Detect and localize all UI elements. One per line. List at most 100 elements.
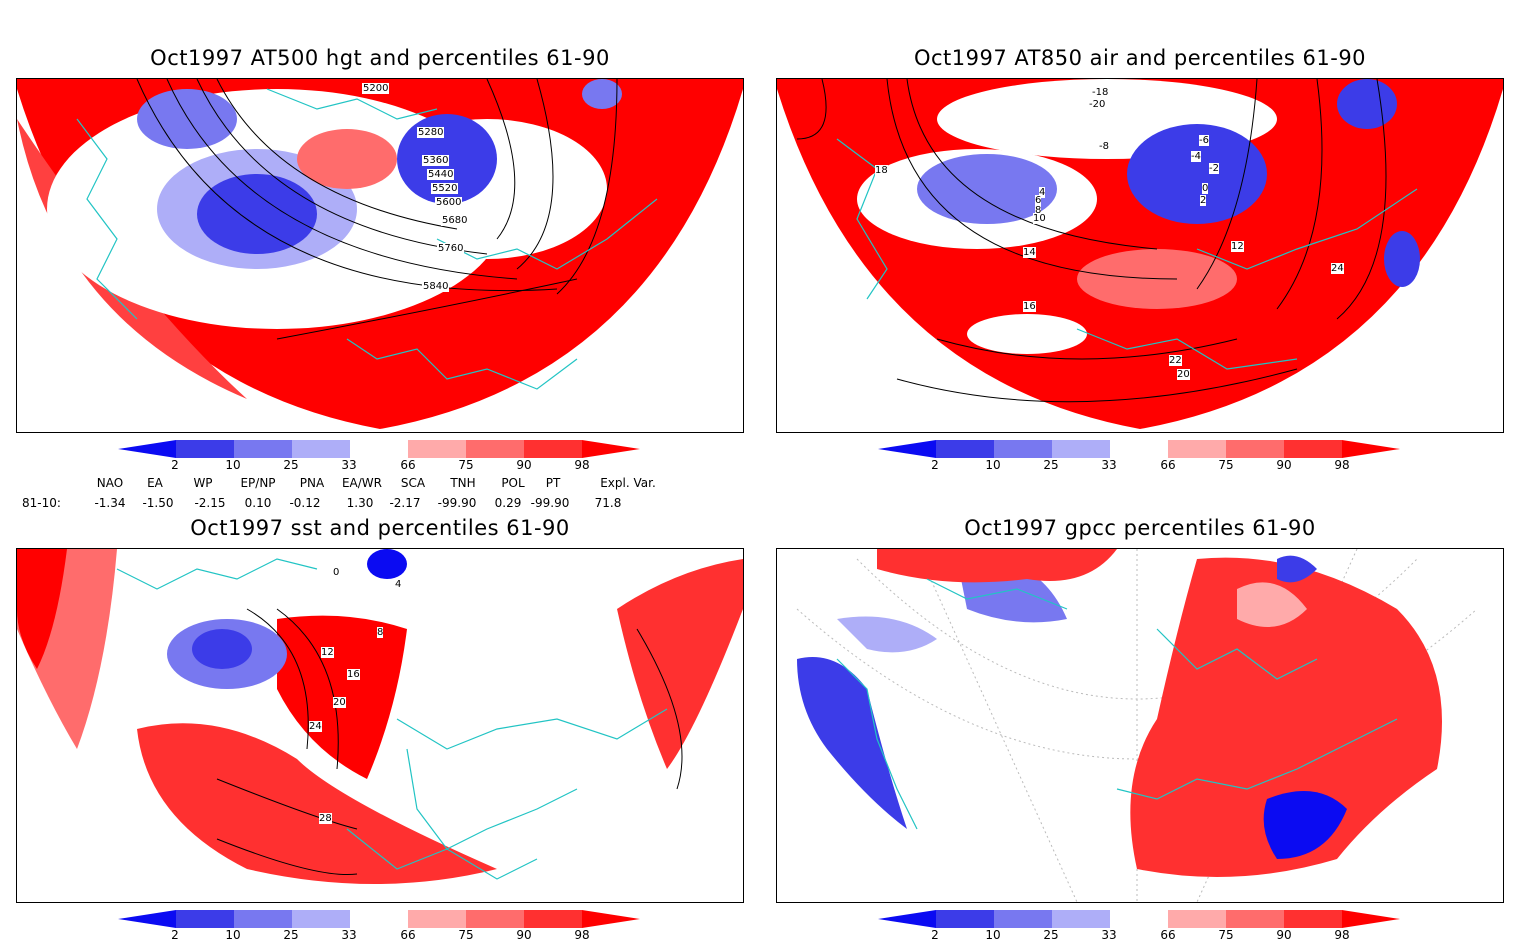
contour-line xyxy=(886,79,1178,280)
coastline xyxy=(836,138,888,300)
colorbar-swatch xyxy=(1168,910,1226,928)
grid-line xyxy=(856,558,1418,700)
anomaly-fill-cold xyxy=(797,657,907,829)
contour-label: 12 xyxy=(321,647,334,658)
coastline xyxy=(836,658,918,830)
colorbar-swatch xyxy=(1342,440,1400,458)
map-panel-air: -18 -20 -8 -6 -4 -2 0 2 4 6 8 10 12 14 1… xyxy=(776,78,1504,433)
index-value: 0.29 xyxy=(494,496,522,510)
anomaly-fill-cold xyxy=(1263,791,1347,859)
contour-label: 22 xyxy=(1169,355,1182,366)
coastline xyxy=(406,748,578,850)
row-label: 81-10: xyxy=(22,496,61,510)
anomaly-fill-warm xyxy=(1237,582,1307,627)
contour-label: 8 xyxy=(377,627,384,638)
contour-line xyxy=(636,628,683,790)
contour-label: 10 xyxy=(1033,213,1046,224)
contour-line xyxy=(276,278,578,340)
anomaly-fill-warm xyxy=(17,549,67,669)
coastline xyxy=(116,558,318,590)
contour-line xyxy=(1276,79,1323,310)
contour-line xyxy=(1196,79,1258,290)
index-value: -0.12 xyxy=(289,496,321,510)
coastline xyxy=(1196,188,1418,270)
colorbar-tick-label: 33 xyxy=(341,928,357,942)
contour-label: 5520 xyxy=(431,183,459,194)
colorbar-tick-label: 25 xyxy=(283,928,299,942)
anomaly-fill-cold xyxy=(837,616,937,653)
contour-label: -6 xyxy=(1199,135,1209,146)
contour-label: 0 xyxy=(1202,183,1209,194)
colorbar-swatch xyxy=(176,910,234,928)
anomaly-fill-cold xyxy=(1384,231,1420,287)
contour-line xyxy=(796,79,827,140)
colorbar-tick-label: 10 xyxy=(225,928,241,942)
anomaly-fill-neutral xyxy=(967,314,1087,354)
panel-title-sst: Oct1997 sst and percentiles 61-90 xyxy=(190,516,570,540)
colorbar-hgt: 2 10 25 33 66 75 90 98 xyxy=(118,440,658,478)
coastline xyxy=(1076,328,1298,370)
index-value: -99.90 xyxy=(530,496,570,510)
colorbar-swatch xyxy=(994,440,1052,458)
index-name: Expl. Var. xyxy=(600,476,656,490)
colorbar-swatch xyxy=(1110,910,1168,928)
contour-label: 20 xyxy=(1177,369,1190,380)
anomaly-fill-cold xyxy=(137,89,237,149)
colorbar-tick-label: 90 xyxy=(516,928,532,942)
colorbar-tick-label: 98 xyxy=(574,458,590,472)
index-value: -1.34 xyxy=(94,496,126,510)
colorbar-swatch xyxy=(1342,910,1400,928)
index-name: EP/NP xyxy=(240,476,276,490)
index-value: 71.8 xyxy=(594,496,622,510)
anomaly-fill-cold xyxy=(917,154,1057,224)
contour-label: 16 xyxy=(1023,301,1036,312)
colorbar-swatches xyxy=(118,910,640,928)
contour-label: 4 xyxy=(1039,187,1046,198)
contour-label: 5200 xyxy=(362,83,390,94)
colorbar-swatches xyxy=(878,440,1400,458)
colorbar-tick-label: 75 xyxy=(458,458,474,472)
colorbar-tick-label: 10 xyxy=(225,458,241,472)
colorbar-air: 2 10 25 33 66 75 90 98 xyxy=(878,440,1418,478)
index-value: 0.10 xyxy=(244,496,272,510)
contour-label: 18 xyxy=(875,165,888,176)
colorbar-swatch xyxy=(936,440,994,458)
colorbar-swatches xyxy=(118,440,640,458)
colorbar-tick-label: 25 xyxy=(1043,928,1059,942)
contour-label: 24 xyxy=(1331,263,1344,274)
anomaly-fill-warm xyxy=(137,723,497,884)
colorbar-swatch xyxy=(1226,440,1284,458)
colorbar-swatch xyxy=(234,910,292,928)
index-name: EA/WR xyxy=(341,476,383,490)
contour-label: 5600 xyxy=(435,197,463,208)
anomaly-fill-cold xyxy=(1337,79,1397,129)
index-value: -2.17 xyxy=(389,496,421,510)
colorbar-swatch xyxy=(1284,910,1342,928)
colorbar-swatch xyxy=(1168,440,1226,458)
contour-label: -8 xyxy=(1099,141,1109,152)
colorbar-swatch xyxy=(466,910,524,928)
contour-line xyxy=(166,79,518,280)
map-panel-hgt: 5200 5280 5360 5440 5520 5600 5680 5760 … xyxy=(16,78,744,433)
index-name: PNA xyxy=(299,476,325,490)
teleconnection-table: NAO EA WP EP/NP PNA EA/WR SCA TNH POL PT… xyxy=(0,474,680,514)
panel-title-hgt: Oct1997 AT500 hgt and percentiles 61-90 xyxy=(150,46,610,70)
contour-label: -4 xyxy=(1191,151,1201,162)
colorbar-swatch xyxy=(408,910,466,928)
colorbar-swatch xyxy=(936,910,994,928)
colorbar-tick-label: 66 xyxy=(400,928,416,942)
panel-title-air: Oct1997 AT850 air and percentiles 61-90 xyxy=(913,46,1367,70)
colorbar-tick-label: 75 xyxy=(1218,928,1234,942)
contour-label: 5760 xyxy=(437,243,465,254)
colorbar-tick-label: 10 xyxy=(985,928,1001,942)
contour-label: -2 xyxy=(1209,163,1219,174)
contour-label: 2 xyxy=(1200,195,1207,206)
anomaly-fill-cold xyxy=(582,79,622,109)
colorbar-tick-label: 10 xyxy=(985,458,1001,472)
contour-line xyxy=(246,608,309,750)
colorbar-tick-label: 90 xyxy=(1276,458,1292,472)
coastline xyxy=(76,118,138,320)
coastline xyxy=(346,338,578,390)
colorbar-swatch xyxy=(1226,910,1284,928)
colorbar-tick-label: 98 xyxy=(1334,458,1350,472)
